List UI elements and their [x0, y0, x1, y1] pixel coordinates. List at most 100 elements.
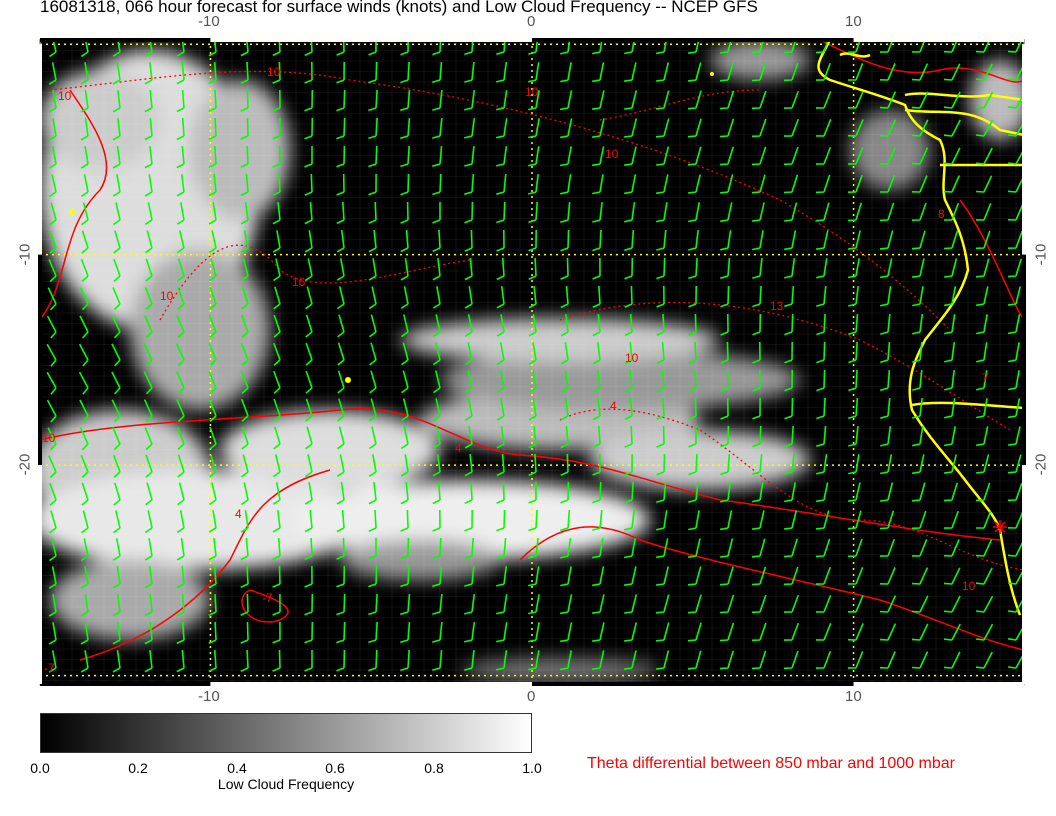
wind-barb: [751, 146, 767, 166]
wind-barb: [368, 145, 378, 168]
wind-barb: [975, 147, 993, 165]
wind-barb: [879, 119, 897, 137]
wind-barb: [464, 650, 475, 671]
wind-barb: [1007, 511, 1024, 529]
wind-barb: [144, 566, 153, 589]
wind-barb: [847, 40, 862, 54]
wind-barb: [400, 565, 410, 588]
wind-barb: [848, 426, 859, 447]
wind-barb: [432, 426, 441, 449]
wind-barb: [943, 40, 959, 53]
wind-barb: [304, 621, 314, 644]
wind-barb: [240, 117, 249, 140]
wind-barb: [337, 426, 345, 450]
contour-legend: Theta differential between 850 mbar and …: [587, 755, 955, 772]
wind-barb: [304, 593, 314, 616]
wind-barb: [784, 425, 794, 448]
colorbar-tick: 0.8: [424, 760, 444, 776]
wind-barb: [528, 398, 537, 421]
wind-barb: [911, 510, 927, 530]
wind-barb: [46, 399, 57, 423]
wind-barb: [560, 342, 569, 365]
wind-barb: [656, 397, 665, 421]
wind-barb: [783, 538, 798, 558]
wind-barb: [368, 593, 378, 616]
wind-barb: [496, 509, 506, 532]
wind-barb: [176, 566, 185, 589]
wind-barb: [847, 91, 864, 109]
wind-barb: [816, 258, 828, 279]
wind-barb: [80, 40, 89, 58]
wind-barb: [528, 622, 540, 643]
wind-barb: [49, 202, 57, 226]
wind-barb: [591, 650, 605, 671]
wind-barb: [975, 40, 991, 53]
forecast-map: 10 10 10 10 10 16 13 10 4 4 4 -7 -7 10 8 7 10: [38, 38, 1026, 686]
wind-barb: [720, 285, 730, 308]
wind-barb: [432, 622, 443, 643]
wind-barb: [751, 566, 767, 586]
frame-tick-bar: [38, 465, 42, 684]
wind-barb: [559, 146, 572, 167]
wind-barb: [975, 91, 994, 109]
wind-barb: [944, 398, 956, 419]
wind-barb: [368, 538, 377, 560]
colorbar-tick: 1.0: [522, 760, 542, 776]
wind-barb: [751, 594, 767, 614]
wind-barb: [400, 90, 411, 112]
wind-barb: [944, 370, 955, 391]
wind-barb: [623, 650, 637, 670]
wind-barb: [559, 622, 573, 643]
wind-barb: [943, 258, 958, 278]
contour-label: 4: [610, 399, 617, 413]
right-lat-tick: -10: [1032, 243, 1050, 266]
wind-barb: [272, 145, 281, 168]
wind-barb: [336, 40, 345, 56]
wind-barb: [336, 145, 346, 168]
wind-barb: [879, 147, 896, 165]
wind-barb: [336, 173, 345, 196]
wind-barb: [688, 369, 697, 393]
wind-barb: [272, 258, 281, 282]
wind-barb: [305, 314, 313, 338]
wind-barb: [848, 369, 858, 392]
wind-barb: [943, 651, 961, 669]
wind-barb: [208, 566, 217, 589]
wind-barb: [719, 118, 735, 138]
wind-barb: [847, 119, 864, 137]
wind-barb: [816, 454, 828, 475]
wind-barb: [624, 510, 635, 531]
wind-barb: [144, 174, 153, 197]
wind-barb: [176, 117, 185, 141]
wind-barb: [975, 286, 989, 307]
wind-barb: [464, 509, 473, 532]
station-marker: [993, 520, 1007, 534]
wind-barb: [48, 650, 57, 673]
wind-barb: [720, 397, 729, 420]
wind-barb: [912, 370, 923, 391]
wind-barb: [400, 40, 410, 56]
wind-barb: [464, 593, 476, 615]
wind-barb: [719, 566, 734, 586]
wind-barb: [48, 40, 57, 58]
wind-barb: [624, 342, 633, 365]
wind-barb: [943, 567, 961, 585]
wind-barb: [177, 454, 185, 478]
wind-barb: [847, 623, 864, 641]
wind-barb: [911, 202, 927, 221]
wind-barb: [528, 62, 540, 83]
wind-barb: [655, 622, 670, 642]
wind-barb: [623, 622, 638, 642]
wind-barb: [879, 567, 896, 585]
wind-barb: [336, 621, 346, 644]
wind-barb: [304, 454, 313, 478]
wind-barb: [784, 369, 793, 392]
wind-barb: [688, 482, 699, 503]
wind-barb: [655, 566, 670, 586]
wind-barb: [815, 482, 829, 503]
contour-label: 7: [982, 371, 989, 385]
wind-barb: [240, 649, 249, 673]
wind-barb: [816, 313, 826, 336]
wind-barb: [656, 313, 665, 337]
wind-barb: [528, 650, 540, 671]
